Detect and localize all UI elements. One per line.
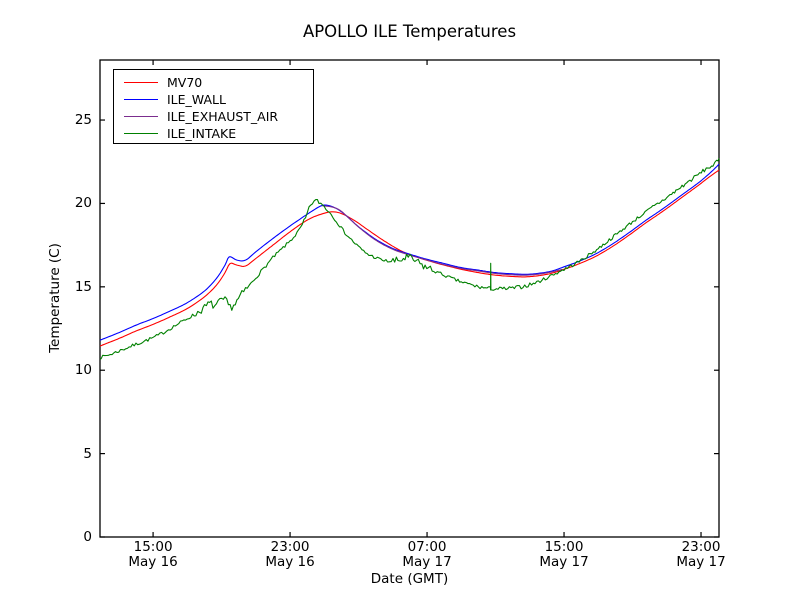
x-tick-label: 07:00 May 17 [402,539,452,570]
y-tick-label: 15 [74,278,92,295]
x-tick-label: 23:00 May 16 [265,539,315,570]
legend-item-ILE_WALL: ILE_WALL [114,91,313,108]
y-tick-label: 5 [83,445,92,462]
y-tick-label: 20 [74,195,92,212]
legend-line-swatch [124,133,158,134]
legend-line-swatch [124,99,158,100]
legend-item-ILE_EXHAUST_AIR: ILE_EXHAUST_AIR [114,108,313,125]
legend-label: MV70 [167,75,203,90]
axes-frame [99,59,720,538]
chart-title: APOLLO ILE Temperatures [302,22,517,41]
legend-item-MV70: MV70 [114,74,313,91]
y-tick-label: 25 [74,112,92,129]
series-line-ILE_INTAKE [99,158,720,360]
x-tick-label: 15:00 May 16 [128,539,178,570]
y-axis-label: Temperature (C) [47,243,63,353]
legend-label: ILE_INTAKE [167,126,237,141]
legend-line-swatch [124,82,158,83]
legend: MV70 ILE_WALL ILE_EXHAUST_AIR ILE_INTAKE [113,69,314,144]
legend-item-ILE_INTAKE: ILE_INTAKE [114,125,313,142]
x-tick-label: 23:00 May 17 [676,539,726,570]
legend-label: ILE_WALL [167,92,226,107]
y-tick-label: 0 [83,529,92,545]
legend-label: ILE_EXHAUST_AIR [167,109,279,124]
x-axis-label: Date (GMT) [370,571,449,587]
series-line-MV70 [99,169,720,347]
x-tick-label: 15:00 May 17 [539,539,589,570]
y-tick-label: 10 [74,362,92,379]
legend-line-swatch [124,116,158,117]
series-line-ILE_WALL [99,163,720,341]
series-line-ILE_EXHAUST_AIR [322,205,563,276]
